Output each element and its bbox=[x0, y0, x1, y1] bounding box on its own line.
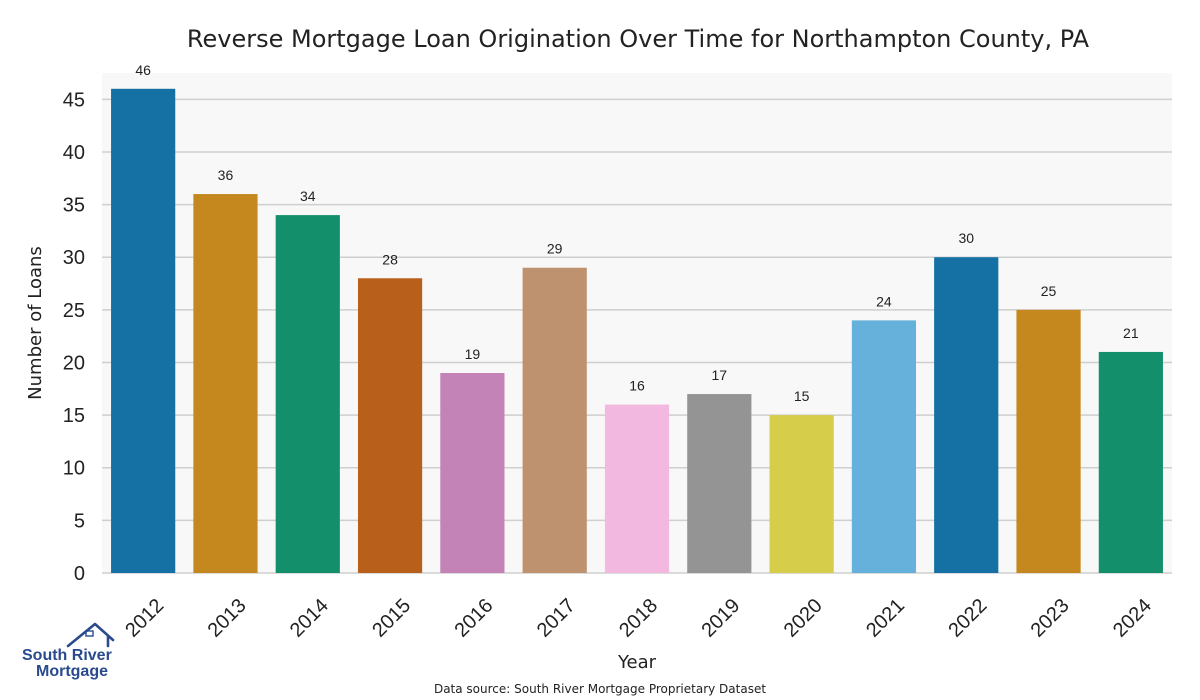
y-tick-label: 45 bbox=[63, 89, 85, 111]
y-tick-label: 35 bbox=[63, 195, 85, 217]
bar-2013 bbox=[193, 194, 258, 574]
x-tick-label: 2015 bbox=[368, 595, 415, 642]
bar-2022 bbox=[934, 257, 999, 573]
bar-2020 bbox=[769, 415, 834, 573]
bar-value-label: 17 bbox=[712, 367, 728, 383]
bars bbox=[111, 88, 1163, 574]
bar-value-label: 24 bbox=[876, 293, 892, 309]
house-roof-icon bbox=[66, 622, 115, 648]
bar-2014 bbox=[275, 215, 340, 573]
bar-value-label: 16 bbox=[629, 378, 645, 394]
y-tick-label: 5 bbox=[74, 510, 85, 532]
bar-value-label: 21 bbox=[1123, 325, 1139, 341]
bar-value-label: 36 bbox=[218, 167, 234, 183]
y-axis-label: Number of Loans bbox=[25, 246, 46, 400]
x-tick-label: 2013 bbox=[204, 595, 251, 642]
y-tick-label: 40 bbox=[63, 142, 85, 164]
bar-value-label: 28 bbox=[382, 251, 398, 267]
bar-value-label: 46 bbox=[135, 62, 151, 78]
bar-2021 bbox=[851, 320, 917, 573]
y-axis-ticks: 0 5 10 15 20 25 30 35 40 45 bbox=[63, 89, 85, 585]
bar-value-label: 30 bbox=[958, 230, 974, 246]
bar-value-label: 15 bbox=[794, 388, 810, 404]
x-axis-label: Year bbox=[617, 652, 657, 673]
bar-value-label: 34 bbox=[300, 188, 316, 204]
y-tick-label: 10 bbox=[63, 458, 85, 480]
bar-2016 bbox=[440, 373, 505, 573]
x-tick-label: 2018 bbox=[615, 595, 662, 642]
y-tick-label: 30 bbox=[63, 247, 85, 269]
bar-2015 bbox=[357, 278, 423, 573]
bar-2018 bbox=[604, 404, 670, 573]
bar-labels: 46 36 34 28 19 29 16 17 15 24 30 25 21 bbox=[135, 62, 1138, 404]
y-tick-label: 15 bbox=[63, 405, 85, 427]
data-source-note: Data source: South River Mortgage Propri… bbox=[434, 682, 766, 696]
bar-2024 bbox=[1098, 351, 1163, 573]
x-tick-label: 2022 bbox=[944, 595, 991, 642]
company-logo: South River Mortgage bbox=[22, 622, 115, 680]
bar-2017 bbox=[522, 267, 587, 573]
x-axis-ticks: 2012 2013 2014 2015 2016 2017 2018 2019 2020 2021… bbox=[121, 595, 1156, 642]
x-tick-label: 2014 bbox=[286, 595, 333, 642]
logo-line-1: South River bbox=[22, 647, 112, 664]
bar-2012 bbox=[111, 88, 176, 573]
y-tick-label: 25 bbox=[63, 300, 85, 322]
logo-line-2: Mortgage bbox=[36, 663, 108, 680]
x-tick-label: 2024 bbox=[1109, 595, 1156, 642]
house-window-icon bbox=[85, 630, 94, 637]
y-tick-label: 20 bbox=[63, 352, 85, 374]
chart-title: Reverse Mortgage Loan Origination Over T… bbox=[187, 25, 1090, 53]
bar-2023 bbox=[1016, 309, 1081, 573]
x-tick-label: 2016 bbox=[451, 595, 498, 642]
x-tick-label: 2012 bbox=[121, 595, 168, 642]
y-tick-label: 0 bbox=[74, 563, 85, 585]
x-tick-label: 2017 bbox=[533, 595, 580, 642]
x-tick-label: 2020 bbox=[780, 595, 827, 642]
bar-value-label: 29 bbox=[547, 241, 563, 257]
bar-value-label: 19 bbox=[465, 346, 481, 362]
x-tick-label: 2021 bbox=[862, 595, 909, 642]
bar-value-label: 25 bbox=[1041, 283, 1057, 299]
x-tick-label: 2019 bbox=[697, 595, 744, 642]
bar-2019 bbox=[687, 394, 752, 573]
x-tick-label: 2023 bbox=[1027, 595, 1074, 642]
